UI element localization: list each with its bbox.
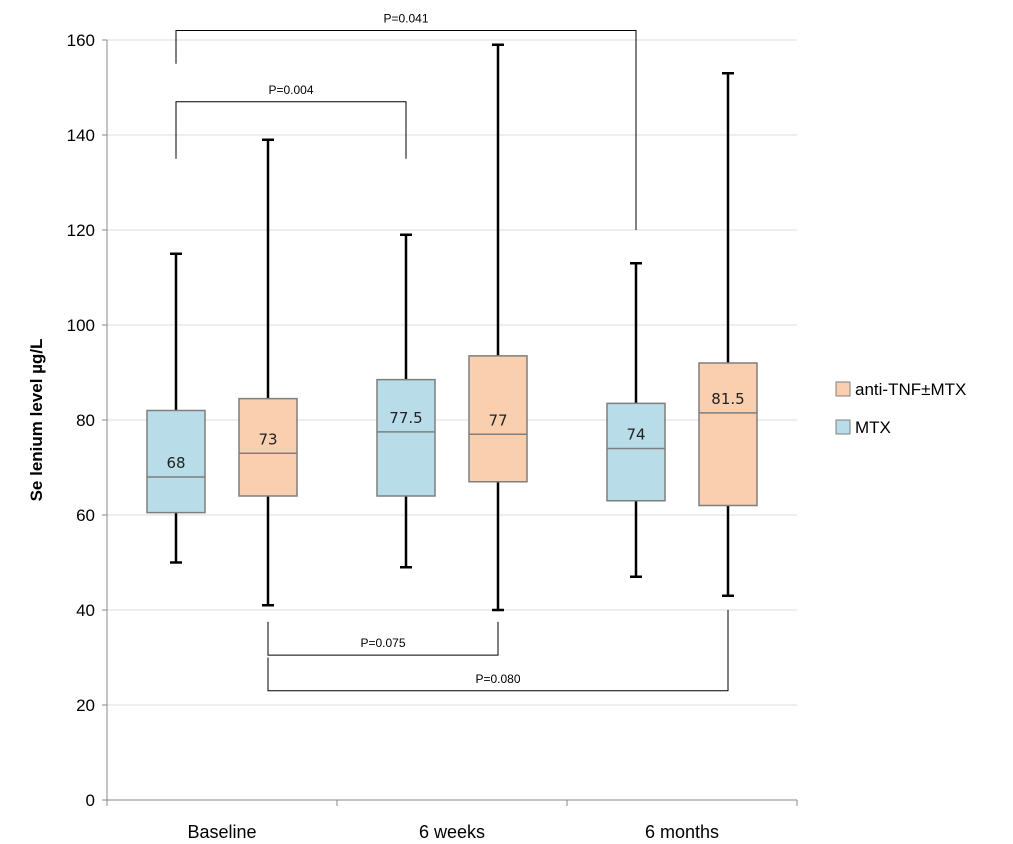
y-tick-label: 80 [76,411,95,430]
comparison-brackets: P=0.041 P=0.004 P=0.075 P=0.080 [175,12,729,692]
box-anti-TNF±MTX-6 months: 81.5 [698,72,758,597]
legend: anti-TNF±MTX MTX [835,380,966,437]
box-anti-TNF±MTX-6 weeks: 77 [468,43,528,612]
y-tick-label: 20 [76,696,95,715]
median-label: 74 [626,426,645,444]
median-label: 77 [488,411,507,429]
bracket-line [175,101,407,159]
x-tick-label: 6 months [645,822,719,842]
y-tick-label: 40 [76,601,95,620]
axes: 0 20 40 60 80 100 120 140 160 Baseline 6 weeks 6 mo… [67,31,798,842]
bracket-line [267,621,499,656]
y-tick-label: 160 [67,31,95,50]
boxes-layer: 68 77.5 74 73 77 81.5 [146,43,758,612]
box-iqr [698,362,758,507]
box-iqr [468,355,528,483]
legend-label: MTX [855,418,891,437]
y-tick-label: 60 [76,506,95,525]
box-anti-TNF±MTX-Baseline: 73 [238,138,298,607]
legend-swatch [835,381,851,397]
y-tick-label: 0 [86,791,95,810]
y-tick-label: 120 [67,221,95,240]
p-value-label: P=0.041 [383,12,428,26]
comparison-bracket: P=0.004 [175,83,407,159]
x-tick-label: 6 weeks [419,822,485,842]
bracket-line [175,30,637,230]
p-value-label: P=0.080 [475,672,520,686]
p-value-label: P=0.004 [268,83,313,97]
legend-swatch [835,419,851,435]
comparison-bracket: P=0.041 [175,12,637,230]
y-tick-label: 100 [67,316,95,335]
box-iqr [376,378,436,497]
p-value-label: P=0.075 [360,636,405,650]
box-iqr [146,409,206,514]
legend-item: anti-TNF±MTX [835,380,966,399]
legend-item: MTX [835,418,891,437]
median-label: 68 [166,454,185,472]
grid-lines [107,39,797,706]
box-MTX-Baseline: 68 [146,252,206,564]
y-tick-label: 140 [67,126,95,145]
y-axis-label: Se lenium level µg/L [27,339,46,502]
legend-label: anti-TNF±MTX [855,380,966,399]
median-label: 81.5 [711,390,744,408]
bracket-line [267,610,729,692]
box-iqr [606,402,666,502]
x-tick-label: Baseline [187,822,256,842]
comparison-bracket: P=0.080 [267,610,729,692]
box-iqr [238,397,298,497]
comparison-bracket: P=0.075 [267,621,499,656]
box-MTX-6 weeks: 77.5 [376,233,436,569]
median-label: 77.5 [389,409,422,427]
median-label: 73 [258,430,277,448]
box-MTX-6 months: 74 [606,262,666,578]
